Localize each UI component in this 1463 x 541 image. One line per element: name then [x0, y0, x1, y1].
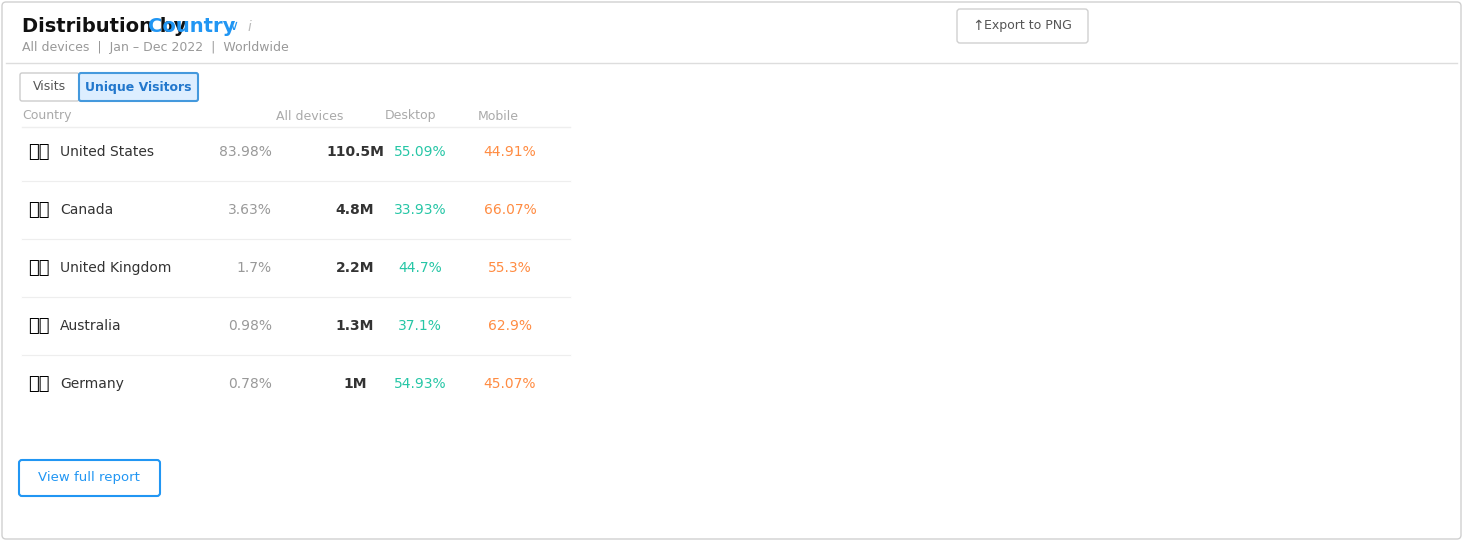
Text: 2.2M: 2.2M [335, 261, 375, 275]
Text: ↑: ↑ [973, 19, 983, 33]
Text: 3.63%: 3.63% [228, 203, 272, 217]
Text: i: i [249, 20, 252, 34]
Text: Export to PNG: Export to PNG [985, 19, 1072, 32]
Text: 55.3%: 55.3% [489, 261, 533, 275]
Text: 🇺🇸: 🇺🇸 [28, 143, 50, 161]
Text: 🇩🇪: 🇩🇪 [28, 375, 50, 393]
FancyBboxPatch shape [20, 73, 79, 101]
Text: 1M: 1M [344, 377, 367, 391]
Text: Unique Visitors: Unique Visitors [85, 81, 192, 94]
Text: Canada: Canada [60, 203, 113, 217]
Text: Germany: Germany [60, 377, 124, 391]
Text: Mobile: Mobile [477, 109, 518, 122]
Text: 1.3M: 1.3M [336, 319, 375, 333]
Text: Visits: Visits [32, 81, 66, 94]
Text: 83.98%: 83.98% [219, 145, 272, 159]
Text: 0.98%: 0.98% [228, 319, 272, 333]
Text: View full report: View full report [38, 472, 140, 485]
Text: Distribution by: Distribution by [22, 16, 193, 36]
Text: All devices  |  Jan – Dec 2022  |  Worldwide: All devices | Jan – Dec 2022 | Worldwide [22, 42, 288, 55]
Text: 62.9%: 62.9% [489, 319, 533, 333]
Text: Australia: Australia [60, 319, 121, 333]
Text: 4.8M: 4.8M [335, 203, 375, 217]
Text: Country: Country [22, 109, 72, 122]
Text: 66.07%: 66.07% [484, 203, 537, 217]
Text: 44.7%: 44.7% [398, 261, 442, 275]
Text: 0.78%: 0.78% [228, 377, 272, 391]
Text: 🇬🇧: 🇬🇧 [28, 259, 50, 277]
Text: 54.93%: 54.93% [394, 377, 446, 391]
Text: Country: Country [148, 16, 236, 36]
FancyBboxPatch shape [79, 73, 198, 101]
Text: All devices: All devices [277, 109, 344, 122]
Text: 🇦🇺: 🇦🇺 [28, 317, 50, 335]
FancyBboxPatch shape [957, 9, 1088, 43]
Text: 33.93%: 33.93% [394, 203, 446, 217]
Text: 🇨🇦: 🇨🇦 [28, 201, 50, 219]
Text: ∨: ∨ [228, 19, 238, 33]
Text: 1.7%: 1.7% [237, 261, 272, 275]
Text: 44.91%: 44.91% [484, 145, 537, 159]
Text: 55.09%: 55.09% [394, 145, 446, 159]
Text: 37.1%: 37.1% [398, 319, 442, 333]
Text: Desktop: Desktop [385, 109, 436, 122]
FancyBboxPatch shape [19, 460, 159, 496]
Text: 45.07%: 45.07% [484, 377, 537, 391]
Text: United States: United States [60, 145, 154, 159]
Text: 110.5M: 110.5M [326, 145, 383, 159]
Text: United Kingdom: United Kingdom [60, 261, 171, 275]
